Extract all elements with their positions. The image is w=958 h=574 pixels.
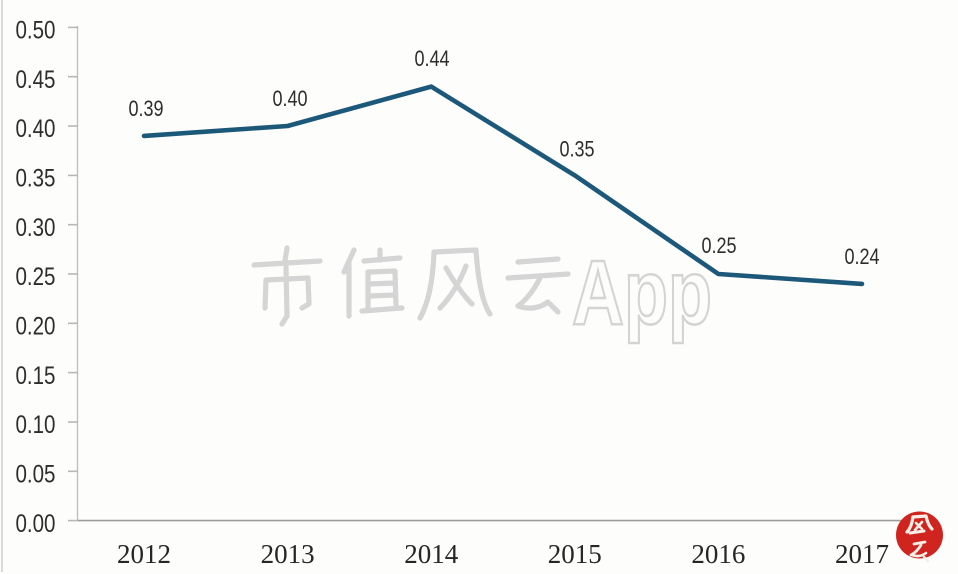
svg-text:0.15: 0.15: [15, 361, 55, 389]
svg-text:2012: 2012: [117, 539, 171, 569]
svg-text:0.25: 0.25: [15, 262, 55, 290]
svg-text:0.20: 0.20: [15, 312, 55, 340]
svg-text:2015: 2015: [548, 539, 602, 569]
svg-text:0.50: 0.50: [15, 16, 55, 44]
svg-text:0.39: 0.39: [128, 97, 163, 121]
svg-text:0.24: 0.24: [844, 245, 879, 269]
svg-text:0.40: 0.40: [15, 114, 55, 142]
svg-text:2014: 2014: [404, 539, 459, 569]
svg-text:2016: 2016: [691, 539, 745, 569]
svg-text:0.35: 0.35: [559, 138, 594, 162]
svg-text:2017: 2017: [835, 539, 889, 569]
svg-text:App: App: [572, 242, 712, 344]
svg-text:0.10: 0.10: [15, 410, 55, 438]
svg-text:0.00: 0.00: [15, 509, 55, 537]
svg-text:0.05: 0.05: [15, 460, 55, 488]
svg-text:0.30: 0.30: [15, 213, 55, 241]
svg-text:0.40: 0.40: [272, 87, 307, 111]
svg-text:0.44: 0.44: [414, 47, 449, 71]
svg-text:0.35: 0.35: [15, 164, 55, 192]
svg-text:2013: 2013: [261, 539, 315, 569]
svg-text:0.45: 0.45: [15, 65, 55, 93]
svg-text:0.25: 0.25: [701, 234, 736, 258]
